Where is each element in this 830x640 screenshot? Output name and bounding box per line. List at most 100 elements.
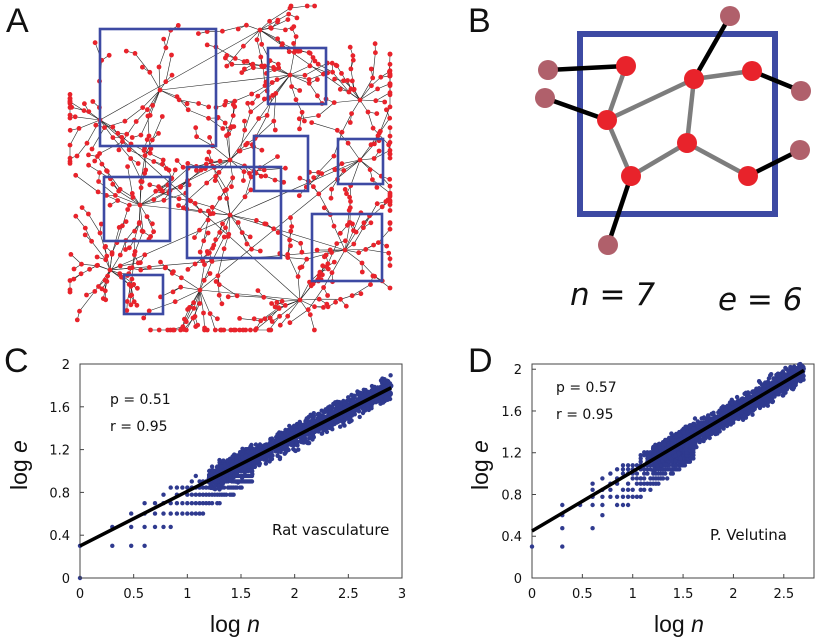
data-point [688,428,694,433]
network-edge [99,232,108,257]
network-node [163,79,169,85]
network-node [98,221,104,227]
network-node [272,127,278,133]
network-edge [206,172,220,184]
network-node [102,244,108,250]
inner-node [621,166,641,186]
data-point [338,424,343,429]
data-point [352,393,357,399]
data-point [200,511,206,516]
network-node [263,173,268,179]
network-edge [289,74,310,80]
network-edge [229,159,245,167]
sampling-box [122,273,165,316]
network-edge [289,74,310,84]
network-node [97,230,103,236]
scatter-plot-c: 0 0.5 1 1.5 2 2.5 300.40.81.21.62 p = 0.51 r =… [6,358,406,637]
network-node [349,293,355,299]
data-point [638,494,643,499]
network-node [248,187,254,193]
network-node [82,225,88,231]
data-point [681,430,687,435]
data-point [638,456,643,461]
network-node [132,228,138,234]
data-point [665,476,670,481]
network-node [248,109,254,115]
network-node [185,267,191,272]
network-node [208,158,214,164]
data-point [180,485,185,490]
network-edge [188,109,209,119]
network-edge [331,249,346,273]
network-node [331,259,337,265]
data-point [630,463,635,468]
network-edge [243,29,261,47]
network-node [113,193,118,198]
data-point [193,473,198,479]
network-node [176,196,182,202]
network-node [74,317,80,323]
network-node [262,96,267,102]
network-edge [75,175,99,193]
network-node [304,3,310,9]
node-count-label: n = 7 [570,277,655,313]
network-edge [88,213,101,234]
network-node [343,303,349,309]
data-point [234,454,240,460]
network-node [207,271,213,276]
network-node [110,135,116,141]
network-node [386,142,392,148]
network-node [257,27,263,33]
network-node [202,262,207,267]
network-node [180,164,186,170]
network-node [87,266,92,272]
crossing-edge [547,63,627,73]
network-node [232,56,238,61]
network-edge [359,77,373,101]
data-point [251,461,256,466]
network-node [315,93,320,99]
network-node [367,167,373,173]
data-point [781,386,786,391]
network-node [341,78,346,84]
network-node [347,44,353,50]
network-node [174,94,180,99]
data-point [365,403,370,408]
data-point [590,481,595,486]
data-point [219,464,224,469]
inner-edge [629,141,689,178]
data-point [197,501,202,506]
network-node [277,313,282,319]
network-edge [98,181,116,196]
data-point [247,462,252,467]
network-node [221,234,227,240]
network-node [259,41,265,47]
network-node [361,225,366,231]
data-point [152,524,158,530]
network-node [302,72,308,78]
data-point [638,453,643,458]
network-edge [297,276,301,301]
network-node [287,320,293,326]
data-point [382,377,387,382]
network-node [129,276,135,282]
network-edge [122,209,129,226]
network-node [138,267,144,273]
data-point [730,406,735,411]
data-point [600,513,605,518]
network-node [231,327,237,333]
network-node [217,230,223,235]
network-edge [359,88,378,101]
network-node [206,115,211,121]
data-point [231,492,236,497]
network-node [128,156,134,161]
network-edge [140,267,166,271]
network-edge [107,254,121,277]
network-node [351,241,357,247]
network-edge [341,113,352,133]
data-point [168,524,173,530]
network-edge [275,74,291,94]
network-node [124,131,130,137]
network-edge [304,62,328,76]
network-node [144,214,150,220]
